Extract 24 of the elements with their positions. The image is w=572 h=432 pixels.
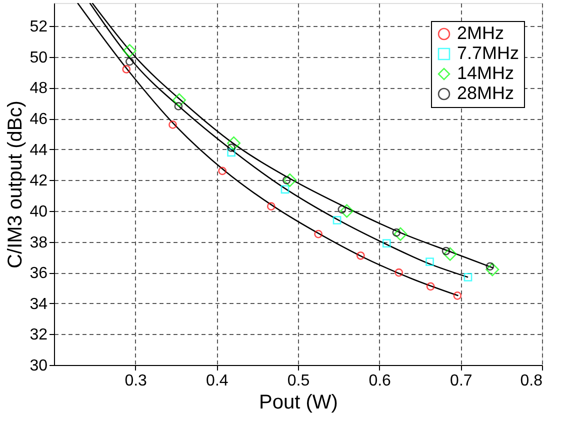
y-tick-label: 34	[30, 296, 48, 313]
legend-label: 7.7MHz	[457, 43, 520, 63]
y-tick-label: 30	[30, 358, 48, 374]
legend-label: 28MHz	[457, 83, 514, 103]
y-tick-label: 50	[30, 49, 48, 66]
x-tick-label: 0.6	[368, 372, 392, 390]
x-tick-label: 0.4	[206, 372, 228, 390]
y-tick-label: 36	[30, 265, 48, 282]
y-tick-label: 42	[30, 172, 48, 190]
legend-label: 2MHz	[457, 23, 504, 43]
y-tick-label: 46	[30, 111, 48, 128]
y-tick-label: 48	[30, 80, 48, 98]
y-axis-title: C/IM3 output (dBc)	[4, 100, 27, 268]
y-tick-label: 40	[30, 203, 48, 220]
x-axis-title: Pout (W)	[259, 392, 338, 414]
y-tick-label: 52	[30, 18, 48, 36]
x-tick-label: 0.7	[450, 372, 472, 390]
x-tick-label: 0.5	[287, 372, 310, 390]
legend-label: 14MHz	[457, 63, 514, 83]
y-tick-label: 44	[30, 142, 48, 159]
y-tick-label: 38	[30, 234, 48, 252]
y-tick-label: 32	[30, 326, 48, 344]
x-tick-label: 0.8	[520, 372, 543, 390]
x-tick-label: 0.3	[124, 372, 148, 390]
